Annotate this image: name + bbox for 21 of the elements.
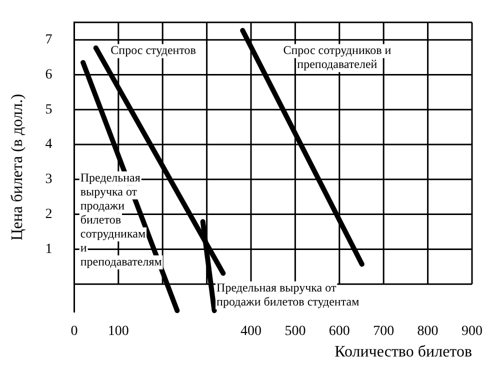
series-label: Спрос студентов: [110, 43, 196, 58]
x-tick-label: 100: [108, 324, 129, 340]
y-tick-label: 7: [45, 32, 52, 48]
x-tick-label: 600: [328, 324, 350, 340]
x-axis-title: Количество билетов: [334, 344, 472, 361]
x-tick-label: 900: [462, 324, 482, 340]
x-tick-label: 400: [240, 324, 262, 340]
y-tick-label: 4: [45, 137, 52, 152]
x-tick-label: 800: [417, 324, 438, 340]
y-tick-label: 1: [45, 242, 52, 257]
series-label: Спрос сотрудников и преподавателей: [283, 43, 392, 72]
series-label: Предельная выручка от продажи билетов студентам: [216, 280, 360, 308]
x-tick-label: 500: [284, 324, 306, 340]
series-label: Предельная выручка от продажи билетов сотрудникам и преподавателям: [80, 170, 162, 269]
y-tick-label: 2: [45, 206, 52, 222]
x-tick-label: 700: [373, 324, 394, 340]
y-tick-label: 5: [45, 102, 52, 118]
x-tick-label: 0: [70, 324, 78, 340]
y-tick-label: 6: [45, 67, 52, 82]
y-axis-title: Цена билета (в долл.): [8, 94, 26, 240]
y-tick-label: 3: [45, 172, 52, 188]
